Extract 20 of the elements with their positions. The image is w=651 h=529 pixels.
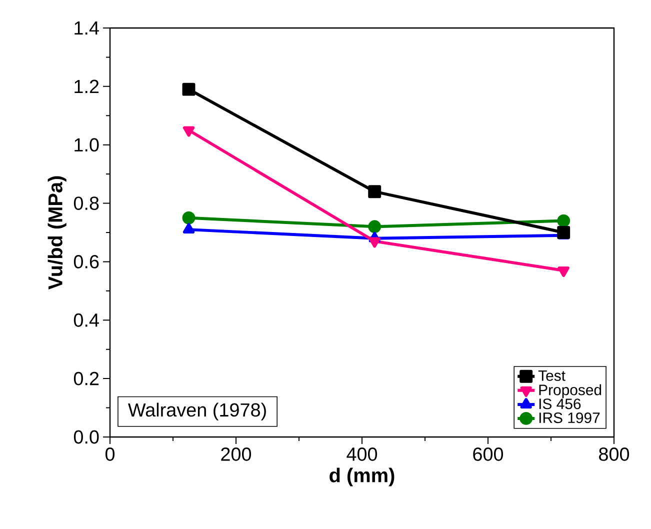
- y-tick-label: 0.2: [74, 372, 99, 386]
- x-tick-label: 200: [221, 447, 252, 461]
- annotation: Walraven (1978): [128, 402, 266, 420]
- legend-label: IRS 1997: [539, 412, 600, 424]
- legend-label: Test: [538, 370, 566, 381]
- y-tick-label: 0.6: [74, 255, 99, 268]
- legend-label: IS 456: [539, 398, 581, 410]
- x-tick-label: 800: [599, 447, 630, 461]
- x-tick-label: 0: [105, 447, 115, 461]
- x-axis-title: d (mm): [330, 468, 394, 486]
- y-tick-label: 0.4: [74, 313, 99, 327]
- y-tick-label: 1.2: [74, 80, 99, 94]
- y-tick-label: 0.0: [74, 430, 99, 444]
- y-axis-title: Vu/bd (MPa): [48, 176, 66, 290]
- legend-label: Proposed: [539, 384, 602, 398]
- x-tick-label: 600: [473, 447, 504, 461]
- y-tick-label: 0.8: [74, 196, 99, 210]
- y-tick-label: 1.0: [74, 138, 99, 152]
- y-tick-label: 1.4: [74, 21, 99, 34]
- x-tick-label: 400: [346, 447, 378, 461]
